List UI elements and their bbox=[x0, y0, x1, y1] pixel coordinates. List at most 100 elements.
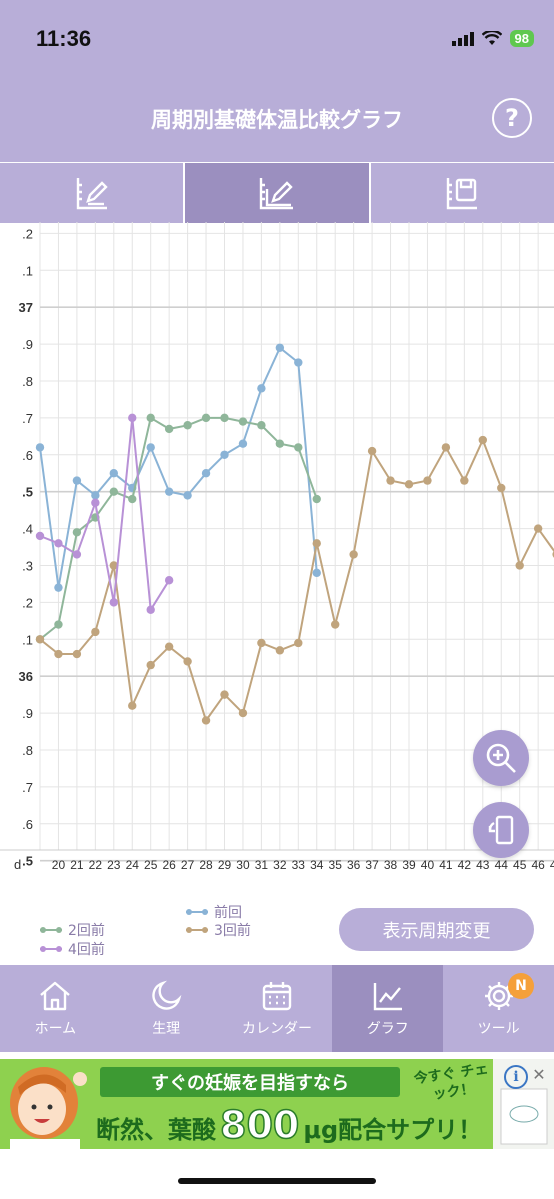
zoom-in-button[interactable] bbox=[473, 730, 529, 786]
data-point bbox=[460, 476, 469, 485]
page-title: 周期別基礎体温比較グラフ bbox=[151, 108, 403, 132]
x-axis-prefix: d bbox=[14, 857, 21, 872]
x-tick-label: 44 bbox=[495, 858, 509, 872]
status-icons: 98 bbox=[451, 30, 534, 47]
data-point bbox=[220, 690, 229, 699]
nav-item-graph[interactable]: グラフ bbox=[332, 965, 444, 1052]
legend-marker bbox=[40, 927, 62, 933]
data-point bbox=[128, 413, 137, 423]
battery-indicator: 98 bbox=[509, 30, 534, 47]
calendar-icon bbox=[262, 981, 292, 1010]
x-tick-label: 32 bbox=[273, 858, 287, 872]
x-tick-label: 38 bbox=[384, 858, 398, 872]
legend-marker bbox=[40, 946, 62, 952]
data-point bbox=[183, 421, 192, 430]
y-tick-label: .3 bbox=[22, 558, 33, 573]
data-point bbox=[91, 491, 100, 500]
legend-item-4-before: 4回前 bbox=[40, 939, 105, 959]
data-point bbox=[404, 480, 414, 489]
data-point bbox=[367, 446, 377, 456]
y-tick-label: .9 bbox=[22, 337, 33, 352]
data-point bbox=[201, 413, 211, 423]
legend-item-2-before: 2回前 bbox=[40, 920, 105, 940]
data-point bbox=[533, 524, 543, 533]
y-tick-label: .9 bbox=[22, 706, 33, 721]
product-box-illustration bbox=[500, 1088, 548, 1145]
data-point bbox=[146, 605, 155, 614]
ad-main-prefix: 断然、葉酸 bbox=[96, 1116, 216, 1144]
legend-marker bbox=[186, 927, 208, 933]
ad-main-number: 800 bbox=[219, 1102, 300, 1148]
nav-label: ツール bbox=[477, 1020, 520, 1037]
ad-main-copy: 断然、葉酸 800 μg配合サプリ！ bbox=[96, 1102, 483, 1148]
ad-cta: 今すぐ チェック！ bbox=[413, 1060, 490, 1103]
data-point bbox=[312, 494, 321, 504]
x-tick-label: 31 bbox=[255, 858, 269, 872]
change-period-button[interactable]: 表示周期変更 bbox=[339, 908, 534, 951]
y-tick-label: .1 bbox=[22, 263, 33, 278]
legend-label: 4回前 bbox=[68, 942, 105, 958]
x-tick-label: 22 bbox=[89, 858, 103, 872]
x-tick-label: 26 bbox=[162, 858, 176, 872]
nav-item-calendar[interactable]: カレンダー bbox=[222, 965, 333, 1052]
data-point bbox=[72, 649, 82, 659]
x-tick-label: 41 bbox=[439, 858, 453, 872]
rotate-phone-icon bbox=[488, 815, 514, 845]
tab-chart-pen[interactable] bbox=[0, 163, 186, 223]
home-indicator bbox=[178, 1178, 376, 1184]
ad-info-icon[interactable]: i bbox=[504, 1065, 528, 1089]
series-line bbox=[39, 416, 318, 641]
x-tick-label: 43 bbox=[476, 858, 490, 872]
x-tick-label: 39 bbox=[402, 858, 416, 872]
y-tick-label: .5 bbox=[22, 854, 33, 869]
nav-label: グラフ bbox=[366, 1020, 409, 1037]
data-point bbox=[164, 642, 174, 651]
y-tick-label: 37 bbox=[19, 300, 33, 315]
data-point bbox=[515, 561, 524, 570]
legend-label: 3回前 bbox=[214, 923, 251, 939]
help-button[interactable]: ? bbox=[492, 98, 532, 138]
data-point bbox=[220, 413, 229, 423]
data-point bbox=[275, 646, 285, 655]
data-point bbox=[294, 358, 303, 367]
chart-save-icon bbox=[447, 178, 478, 210]
data-point bbox=[275, 439, 285, 448]
y-tick-label: .8 bbox=[22, 374, 33, 389]
bottom-nav: ホーム 生理 カレンダー グラフ ツール N bbox=[0, 965, 554, 1052]
x-tick-label: 30 bbox=[236, 858, 250, 872]
moon-icon bbox=[152, 980, 182, 1010]
chart-legend: 前回 2回前 3回前 4回前 bbox=[0, 898, 554, 964]
data-point bbox=[294, 443, 303, 452]
tab-chart-compare[interactable] bbox=[185, 163, 371, 223]
graph-icon bbox=[373, 982, 402, 1010]
temperature-chart[interactable]: .2.137.9.8.7.6.5.4.3.2.136.9.8.7.6.5d 20 2… bbox=[0, 222, 554, 898]
data-point bbox=[35, 531, 45, 541]
nav-label: ホーム bbox=[34, 1020, 77, 1037]
ad-main-suffix: μg配合サプリ！ bbox=[303, 1116, 483, 1144]
data-point bbox=[257, 638, 266, 648]
data-point bbox=[35, 635, 45, 644]
nav-item-tools[interactable]: ツール N bbox=[443, 965, 554, 1052]
y-tick-label: .4 bbox=[22, 522, 33, 537]
signal-icon bbox=[451, 31, 474, 46]
x-tick-label: 28 bbox=[199, 858, 213, 872]
status-bar: 11:36 98 bbox=[0, 0, 554, 80]
nav-item-period[interactable]: 生理 bbox=[111, 965, 222, 1052]
ad-banner[interactable]: すぐの妊娠を目指すなら 断然、葉酸 800 μg配合サプリ！ 今すぐ チェック！… bbox=[0, 1059, 554, 1149]
data-point bbox=[220, 450, 229, 459]
y-tick-label: .5 bbox=[22, 485, 33, 500]
rotate-screen-button[interactable] bbox=[473, 802, 529, 858]
legend-item-previous: 前回 bbox=[186, 902, 242, 922]
nav-item-home[interactable]: ホーム bbox=[0, 965, 111, 1052]
nav-label: カレンダー bbox=[241, 1020, 312, 1037]
chart-pen-icon bbox=[76, 178, 108, 210]
x-tick-label: 42 bbox=[458, 858, 472, 872]
y-tick-label: .1 bbox=[22, 632, 33, 647]
ad-close-icon[interactable]: ✕ bbox=[532, 1064, 546, 1084]
tab-chart-save[interactable] bbox=[371, 163, 554, 223]
data-point bbox=[164, 487, 174, 496]
data-point bbox=[54, 649, 63, 659]
data-point bbox=[72, 528, 82, 537]
data-point bbox=[312, 568, 321, 578]
data-point bbox=[183, 657, 192, 666]
